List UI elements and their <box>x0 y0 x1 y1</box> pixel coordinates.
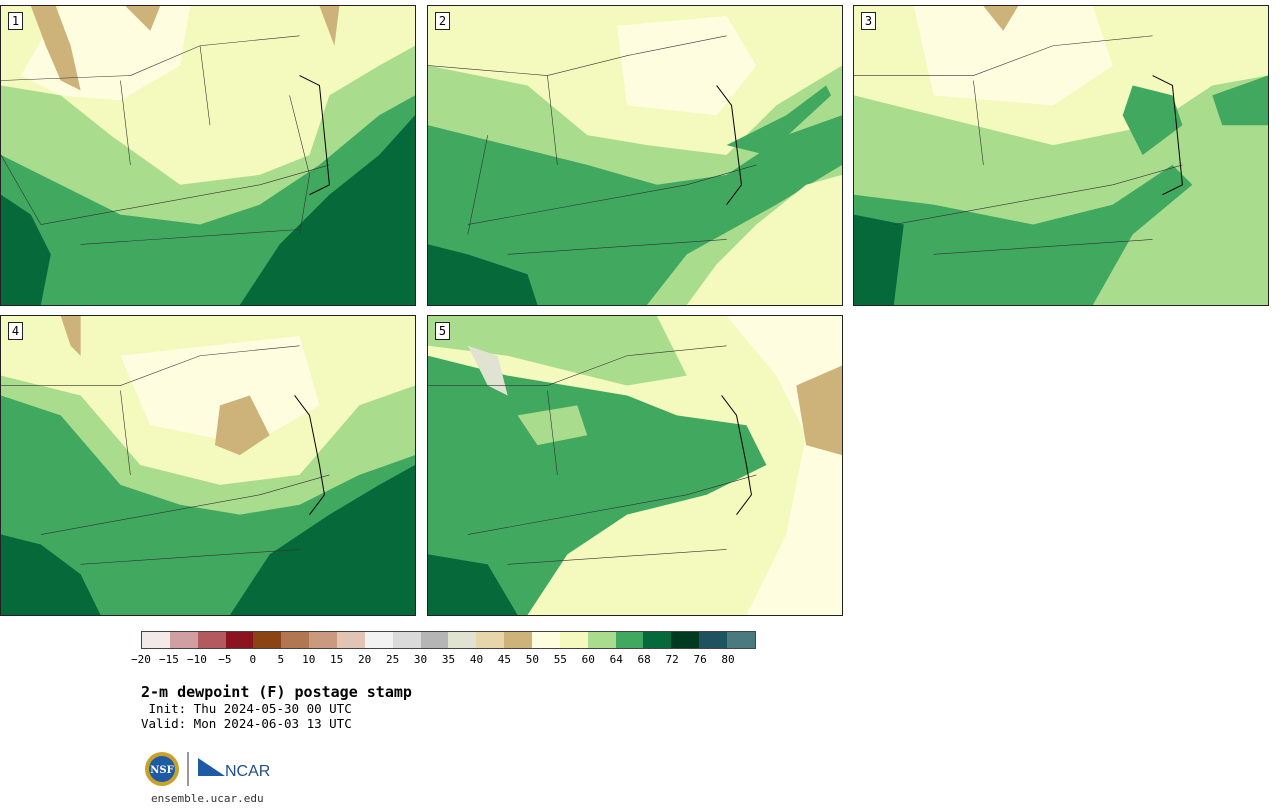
colorbar-tick-label: 30 <box>413 653 428 666</box>
dewpoint-map-2 <box>428 6 842 305</box>
nsf-logo-icon: NSF <box>145 752 179 786</box>
colorbar-cell <box>448 632 477 648</box>
colorbar-tick-label: 15 <box>330 653 344 666</box>
colorbar-cell <box>727 632 755 648</box>
chart-title: 2-m dewpoint (F) postage stamp <box>141 683 412 701</box>
dewpoint-map-3 <box>854 6 1268 305</box>
colorbar-cell <box>392 632 421 648</box>
colorbar-cell <box>504 632 533 648</box>
colorbar-cell <box>559 632 588 648</box>
colorbar-cell <box>699 632 728 648</box>
colorbar-tick-label: −20 <box>131 653 151 666</box>
colorbar-cell <box>197 632 226 648</box>
colorbar-tick-label: 72 <box>665 653 679 666</box>
map-panel-2: 2 <box>427 5 843 306</box>
colorbar-tick-label: 60 <box>581 653 595 666</box>
colorbar-tick-label: −5 <box>218 653 232 666</box>
colorbar-cell <box>253 632 282 648</box>
colorbar-cell <box>142 632 170 648</box>
site-url: ensemble.ucar.edu <box>151 792 264 805</box>
colorbar-tick-label: −15 <box>159 653 179 666</box>
valid-time: Valid: Mon 2024-06-03 13 UTC <box>141 716 352 731</box>
colorbar-cell <box>615 632 644 648</box>
colorbar-cell <box>281 632 310 648</box>
colorbar-cell <box>309 632 338 648</box>
map-panel-5: 5 <box>427 315 843 616</box>
colorbar-cell <box>532 632 560 648</box>
colorbar-tick-label: 5 <box>277 653 285 666</box>
colorbar-cell <box>476 632 505 648</box>
colorbar-tick-label: 80 <box>721 653 735 666</box>
panel-number: 2 <box>435 12 450 30</box>
colorbar-tick-label: 35 <box>441 653 456 666</box>
colorbar-tick-label: 10 <box>302 653 316 666</box>
logos: NSF NCAR <box>145 752 270 786</box>
dewpoint-map-4 <box>1 316 415 615</box>
dewpoint-map-1 <box>1 6 415 305</box>
colorbar-tick-label: 40 <box>469 653 484 666</box>
colorbar-cell <box>169 632 198 648</box>
colorbar-cell <box>671 632 700 648</box>
colorbar-tick-label: 25 <box>385 653 400 666</box>
colorbar-tick-label: 55 <box>553 653 567 666</box>
map-panel-1: 1 <box>0 5 416 306</box>
nsf-text: NSF <box>150 765 173 776</box>
colorbar-cell <box>420 632 449 648</box>
panel-number: 5 <box>435 322 450 340</box>
colorbar-tick-label: −10 <box>186 653 207 666</box>
colorbar-tick-label: 76 <box>693 653 707 666</box>
panel-number: 4 <box>8 322 23 340</box>
panel-number: 1 <box>8 12 23 30</box>
ncar-text: NCAR <box>225 763 270 780</box>
colorbar-ticks: −20 −15 −10 −5 0 5 10 15 20 25 30 35 40 45 50 55 60 64 68 7… <box>131 653 756 667</box>
colorbar-tick-label: 45 <box>497 653 512 666</box>
panel-number: 3 <box>861 12 876 30</box>
colorbar-tick-label: 0 <box>249 653 257 666</box>
colorbar-cell <box>587 632 616 648</box>
map-panel-3: 3 <box>853 5 1269 306</box>
colorbar-cell <box>643 632 672 648</box>
dewpoint-map-5 <box>428 316 842 615</box>
map-panel-4: 4 <box>0 315 416 616</box>
colorbar-cell <box>364 632 393 648</box>
colorbar <box>141 631 756 649</box>
colorbar-tick-label: 50 <box>525 653 539 666</box>
colorbar-tick-label: 64 <box>609 653 623 666</box>
colorbar-cell <box>225 632 254 648</box>
colorbar-cell <box>337 632 365 648</box>
colorbar-tick-label: 20 <box>358 653 372 666</box>
ncar-logo-icon: NCAR <box>198 758 270 780</box>
init-time: Init: Thu 2024-05-30 00 UTC <box>141 701 352 716</box>
colorbar-tick-label: 68 <box>637 653 651 666</box>
